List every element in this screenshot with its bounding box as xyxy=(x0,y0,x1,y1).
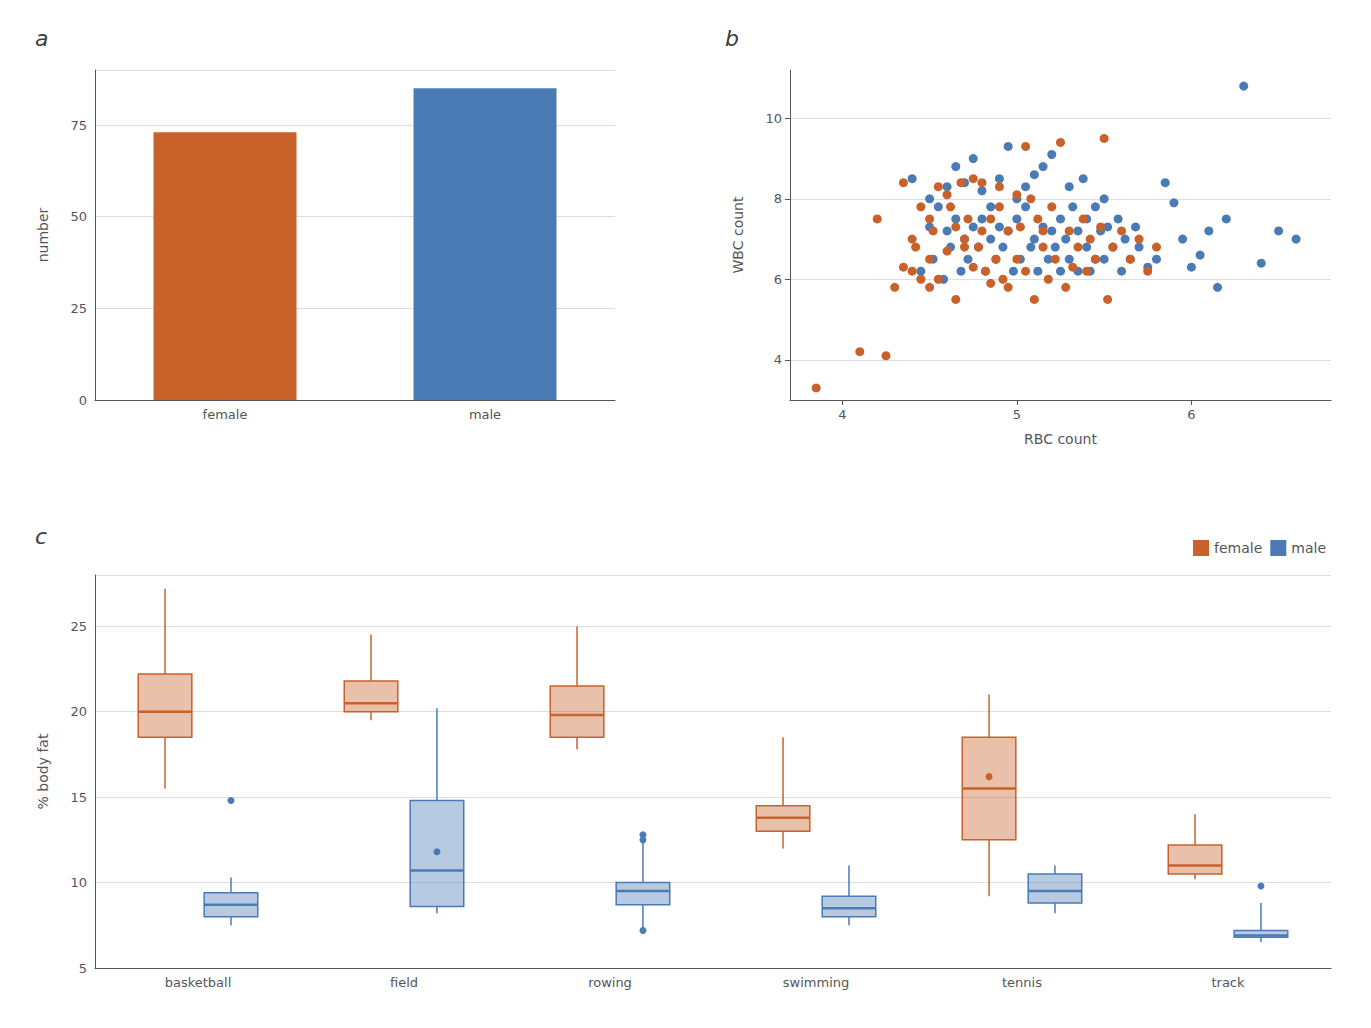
svg-text:a: a xyxy=(35,26,48,51)
svg-text:male: male xyxy=(469,407,501,422)
svg-text:0: 0 xyxy=(79,393,87,408)
svg-text:RBC count: RBC count xyxy=(1024,431,1097,447)
svg-text:4: 4 xyxy=(774,352,782,367)
svg-text:male: male xyxy=(1291,540,1326,556)
svg-text:25: 25 xyxy=(70,619,87,634)
svg-text:6: 6 xyxy=(774,272,782,287)
svg-text:rowing: rowing xyxy=(588,975,632,990)
svg-text:8: 8 xyxy=(774,191,782,206)
svg-text:75: 75 xyxy=(70,118,87,133)
svg-text:tennis: tennis xyxy=(1002,975,1042,990)
svg-text:10: 10 xyxy=(70,875,87,890)
svg-text:female: female xyxy=(1214,540,1262,556)
svg-text:50: 50 xyxy=(70,209,87,224)
svg-text:% body fat: % body fat xyxy=(35,733,51,809)
svg-text:15: 15 xyxy=(70,790,87,805)
svg-text:field: field xyxy=(390,975,418,990)
svg-text:5: 5 xyxy=(1013,407,1021,422)
svg-text:track: track xyxy=(1211,975,1245,990)
svg-text:6: 6 xyxy=(1187,407,1195,422)
svg-text:20: 20 xyxy=(70,704,87,719)
svg-text:swimming: swimming xyxy=(783,975,849,990)
svg-text:25: 25 xyxy=(70,301,87,316)
svg-text:10: 10 xyxy=(765,111,782,126)
svg-text:female: female xyxy=(203,407,248,422)
svg-text:b: b xyxy=(725,26,739,51)
svg-text:number: number xyxy=(35,207,51,262)
svg-text:basketball: basketball xyxy=(165,975,232,990)
svg-text:4: 4 xyxy=(838,407,846,422)
svg-text:WBC count: WBC count xyxy=(730,196,746,273)
svg-text:c: c xyxy=(35,524,47,549)
svg-text:5: 5 xyxy=(79,961,87,976)
